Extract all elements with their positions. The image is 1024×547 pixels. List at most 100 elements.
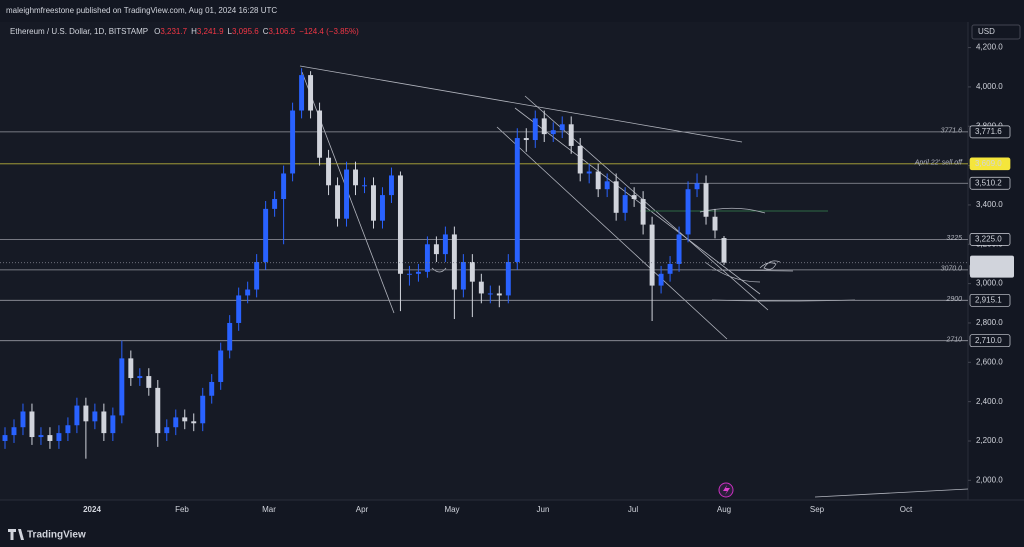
y-tick-label: 3,000.0 xyxy=(976,279,1003,288)
countdown: 07:31:40 xyxy=(975,266,1007,275)
candle-body xyxy=(496,293,502,296)
candle-body xyxy=(137,376,143,379)
event-icon-bolt xyxy=(723,485,730,495)
candle-body xyxy=(236,295,242,323)
ohlc-key: L xyxy=(228,27,233,36)
trendline xyxy=(299,65,743,143)
y-tick-label: 2,000.0 xyxy=(976,475,1003,484)
level-note: 3225 xyxy=(946,235,962,242)
x-tick-label: Apr xyxy=(356,505,369,514)
candle-body xyxy=(65,425,71,434)
candle-body xyxy=(380,195,385,221)
ohlc-key: O xyxy=(154,27,160,36)
x-tick-label: Mar xyxy=(262,505,276,514)
candle-body xyxy=(604,181,610,190)
candle-body xyxy=(658,273,664,286)
level-tag-label: 3,225.0 xyxy=(975,234,1002,243)
level-tag-label: 3,510.2 xyxy=(975,178,1002,187)
candle-body xyxy=(712,216,718,231)
candle-body xyxy=(362,185,367,187)
ohlc-value: 3,106.5 xyxy=(268,27,295,36)
candle-body xyxy=(694,183,700,190)
candle-body xyxy=(487,293,493,295)
candle-body xyxy=(344,169,349,219)
level-note: April 22' sell off xyxy=(914,160,963,167)
ohlc-key: H xyxy=(191,27,197,36)
last-price-tag xyxy=(970,255,1014,278)
level-note: 2900 xyxy=(945,296,962,303)
candle-body xyxy=(451,234,457,290)
candle-body xyxy=(568,124,574,146)
x-tick-label: May xyxy=(444,505,459,514)
candle-body xyxy=(272,199,278,209)
candle-body xyxy=(245,289,251,296)
candle-body xyxy=(209,381,215,396)
candle-body xyxy=(595,171,601,190)
level-tag-label: 2,710.0 xyxy=(975,336,1002,345)
candle-body xyxy=(397,175,403,274)
level-tag-label: 3,771.6 xyxy=(975,127,1002,136)
candle-body xyxy=(155,387,161,434)
level-tag xyxy=(969,334,1011,348)
candle-body xyxy=(559,124,565,131)
y-tick-label: 2,800.0 xyxy=(976,318,1003,327)
candle-body xyxy=(622,195,628,213)
level-tag-label: 2,915.1 xyxy=(975,295,1002,304)
level-tag xyxy=(969,125,1011,139)
ohlc-value: 3,095.6 xyxy=(232,27,259,36)
candle-body xyxy=(38,435,44,438)
candle-body xyxy=(11,427,17,436)
level-tag-label: 3,609.0 xyxy=(975,159,1002,168)
trendline xyxy=(496,126,728,340)
candle-body xyxy=(29,411,35,438)
y-tick-label: 2,400.0 xyxy=(976,397,1003,406)
candle-body xyxy=(56,433,62,441)
candle-body xyxy=(254,261,260,290)
candle-body xyxy=(442,234,448,255)
brand-name: TradingView xyxy=(27,530,86,541)
candle-body xyxy=(74,405,80,426)
candle-body xyxy=(218,350,224,382)
x-tick-label: Jun xyxy=(537,505,550,514)
candle-body xyxy=(505,261,511,296)
plot-area xyxy=(0,22,968,500)
candle-body xyxy=(541,118,547,135)
candle-body xyxy=(335,185,341,219)
candle-body xyxy=(406,273,412,275)
candle-body xyxy=(299,75,305,111)
y-tick-label: 4,000.0 xyxy=(976,82,1003,91)
candle-body xyxy=(101,411,107,434)
candle-body xyxy=(200,395,206,424)
candle-body xyxy=(388,175,394,196)
y-tick-label: 3,400.0 xyxy=(976,200,1003,209)
candle-body xyxy=(2,435,8,441)
brand-logo xyxy=(8,529,24,540)
currency[interactable]: USD xyxy=(978,27,995,36)
candle-body xyxy=(478,281,484,294)
candle-body xyxy=(173,417,179,428)
candle-body xyxy=(326,157,332,186)
y-tick-label: 2,600.0 xyxy=(976,357,1003,366)
candle-body xyxy=(92,411,98,422)
ohlc-key: C xyxy=(263,27,269,36)
symbol-name: Ethereum / U.S. Dollar, 1D, BITSTAMP xyxy=(10,27,148,36)
candle-body xyxy=(263,208,269,262)
ohlc-value: 3,231.7 xyxy=(160,27,187,36)
level-tag xyxy=(969,176,1011,190)
candle-body xyxy=(110,415,116,434)
candle-body xyxy=(146,376,152,388)
x-tick-label: Oct xyxy=(900,505,913,514)
candle-body xyxy=(523,138,529,141)
candle-body xyxy=(514,138,520,262)
candle-body xyxy=(164,427,170,434)
candle-body xyxy=(460,261,466,290)
level-note: 3771.6 xyxy=(941,128,963,135)
candle-body xyxy=(290,110,296,174)
candle-body xyxy=(182,417,188,422)
x-tick-label: Sep xyxy=(810,505,825,514)
y-tick-label: 2,200.0 xyxy=(976,436,1003,445)
candle-body xyxy=(631,195,637,200)
publisher-line: maleighmfreestone published on TradingVi… xyxy=(6,6,277,15)
level-tag xyxy=(969,233,1011,246)
